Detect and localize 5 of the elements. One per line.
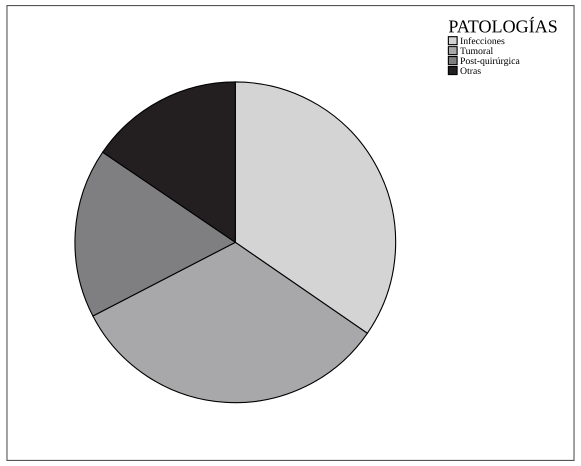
legend-label: Otras bbox=[460, 67, 481, 74]
legend-label: Infecciones bbox=[460, 37, 504, 44]
legend-title: PATOLOGÍAS bbox=[448, 16, 557, 33]
legend-label: Post-quirúrgica bbox=[460, 57, 520, 66]
legend-label: Tumoral bbox=[460, 47, 493, 54]
